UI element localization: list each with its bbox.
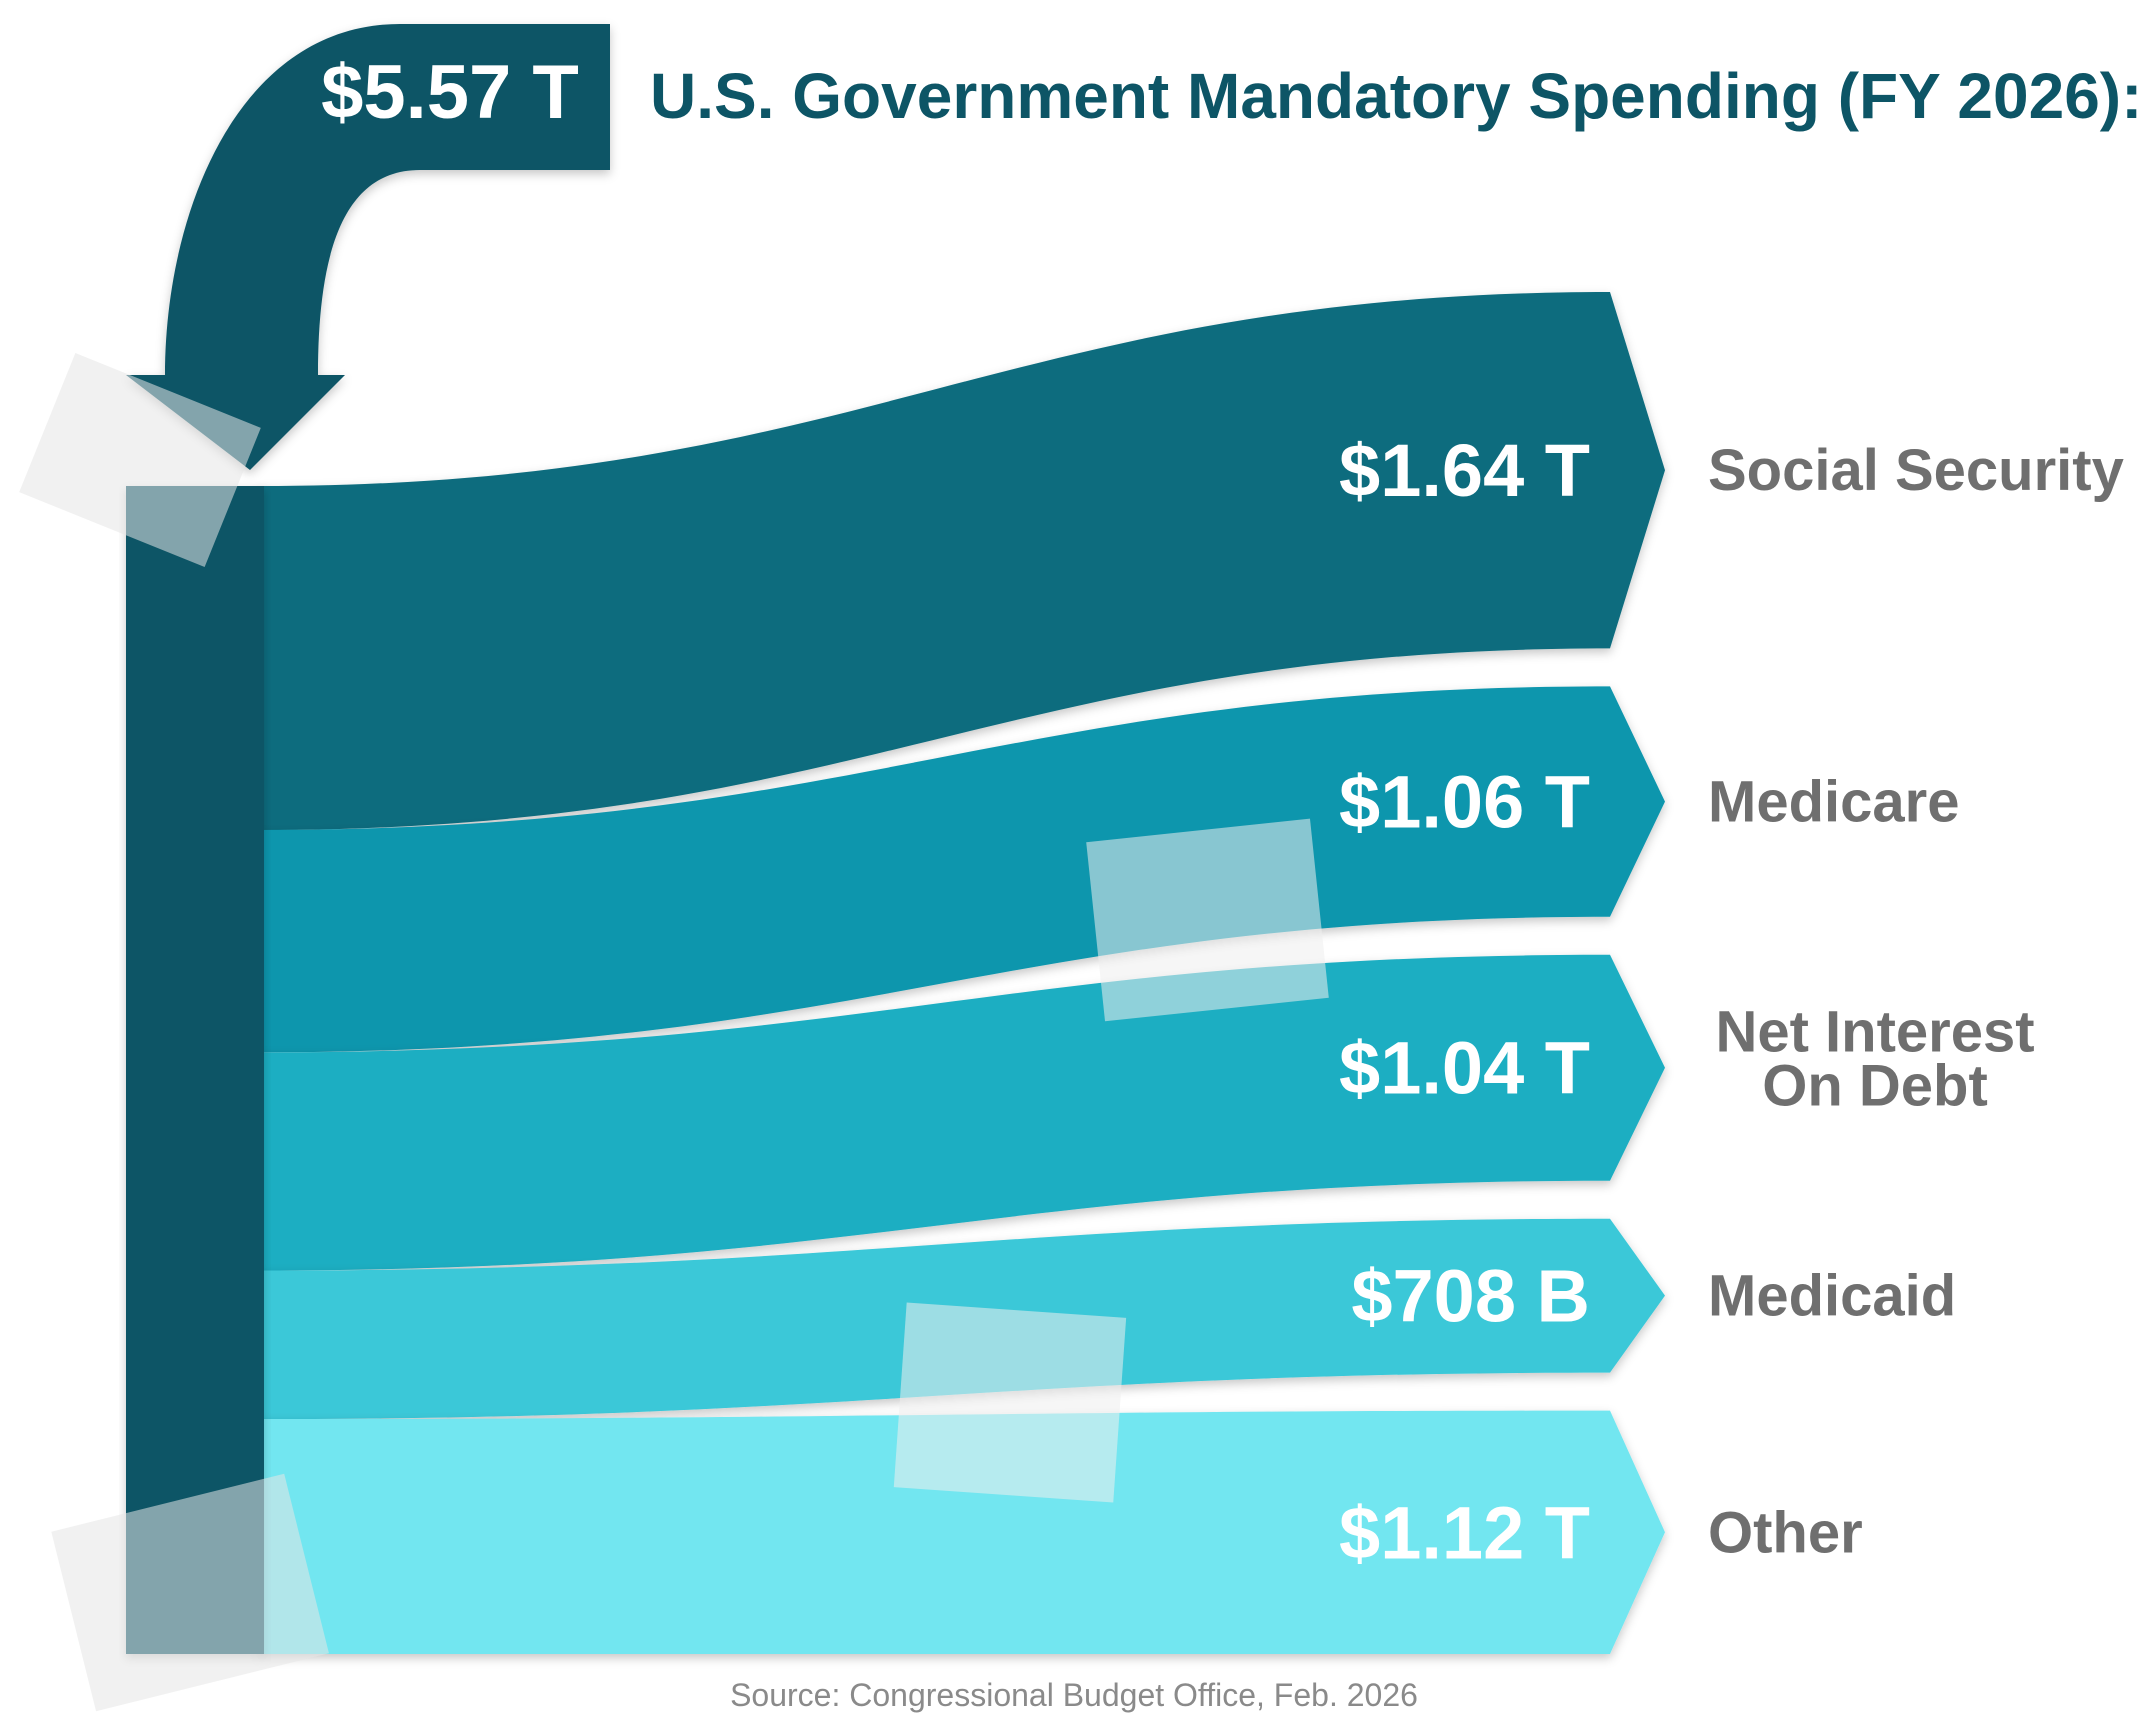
category-label-line: On Debt [1762,1054,1988,1119]
category-label: Medicaid [1708,1264,1956,1329]
source-note: Source: Congressional Budget Office, Feb… [730,1677,1418,1713]
flow-band-medicare [260,686,1665,1053]
flow-band-net-interest-on-debt [260,954,1665,1271]
flow-band-other [260,1410,1665,1654]
category-label: Medicare [1708,770,1959,835]
tape-decoration [19,353,1329,1712]
value-label: $1.12 T [1339,1491,1590,1574]
value-labels: $1.64 T $1.06 T $1.04 T $708 B $1.12 T [1339,429,1590,1574]
total-arrow [126,24,610,470]
category-label: Social Security [1708,438,2124,503]
category-label: Other [1708,1500,1863,1565]
value-label: $1.06 T [1339,761,1590,844]
value-label: $708 B [1351,1255,1590,1338]
flow-band-social-security [260,292,1665,831]
chart-title: U.S. Government Mandatory Spending (FY 2… [650,60,2142,132]
value-label: $1.04 T [1339,1027,1590,1110]
value-label: $1.64 T [1339,429,1590,512]
total-value-label: $5.57 T [321,50,579,135]
category-labels: Social Security Medicare Net Interest On De… [1708,438,2124,1565]
category-label-line: Net Interest [1715,1000,2034,1065]
flow-bands [260,292,1665,1654]
trunk-bar [126,486,264,1654]
category-label: Net Interest On Debt [1715,1000,2034,1119]
